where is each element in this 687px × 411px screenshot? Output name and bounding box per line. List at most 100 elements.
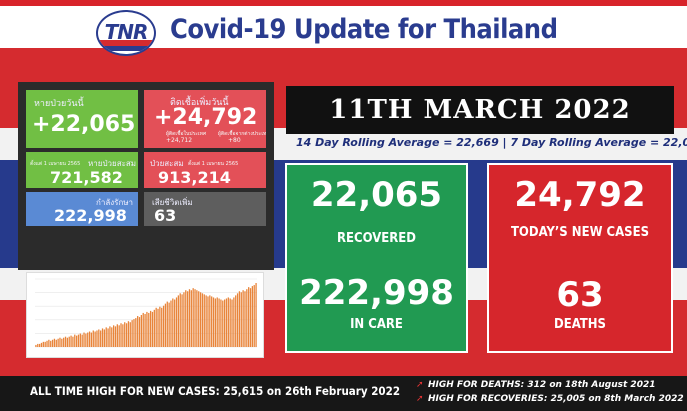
chart-bar: [194, 289, 196, 347]
chart-bar: [138, 317, 141, 347]
chart-bar: [235, 295, 237, 347]
chart-bar: [112, 325, 115, 347]
chart-bar: [185, 290, 187, 347]
chart-bar: [129, 322, 131, 347]
tile-value: 222,998: [54, 206, 127, 225]
new-cases-card: 24,792 TODAY’S NEW CASES 63 DEATHS: [487, 163, 673, 353]
chart-bar: [70, 335, 72, 347]
chart-bar: [198, 291, 200, 347]
chart-bar: [216, 297, 218, 347]
chart-bar: [255, 283, 257, 347]
chart-bar: [90, 332, 93, 347]
chart-bar: [144, 313, 146, 347]
chart-bar: [101, 328, 104, 347]
deaths-value: 63: [556, 275, 604, 315]
chart-bar: [238, 291, 241, 347]
chart-bar: [196, 290, 198, 347]
chart-bar: [203, 294, 205, 347]
chart-bar: [57, 338, 59, 347]
chart-bar: [116, 324, 118, 347]
chart-bar: [209, 295, 211, 347]
chart-bar: [253, 285, 255, 347]
tile-small-text: ตั้งแต่ 1 เมษายน 2565: [30, 161, 81, 167]
chart-bar: [190, 290, 192, 347]
tile-in-care: กำลังรักษา 222,998: [26, 192, 138, 226]
tile-value: 721,582: [50, 168, 123, 187]
chart-bar: [68, 336, 70, 347]
chart-bar: [186, 291, 189, 347]
new-cases-value: 24,792: [514, 175, 646, 215]
tile-value: +24,792: [154, 105, 258, 130]
chart-bar: [248, 287, 250, 347]
chart-bar: [225, 298, 228, 347]
deaths-high-text: HIGH FOR DEATHS: 312 on 18th August 2021: [428, 380, 656, 390]
chart-bar: [177, 295, 180, 347]
chart-bar: [55, 339, 57, 347]
chart-bar: [229, 298, 231, 347]
chart-bar: [133, 319, 135, 347]
chart-bar: [223, 299, 226, 347]
chart-bar: [140, 315, 143, 347]
arrow-icon: ➚: [416, 394, 424, 404]
chart-bar: [46, 340, 48, 347]
tile-sub-value: +80: [228, 137, 241, 144]
chart-bar: [100, 330, 102, 347]
chart-bar: [88, 331, 91, 347]
chart-bar: [170, 300, 172, 347]
chart-bar: [233, 297, 235, 347]
chart-bar: [87, 332, 89, 347]
chart-bar: [35, 344, 37, 347]
chart-bar: [44, 341, 46, 347]
tile-new-cases-today: ติดเชื้อเพิ่มวันนี้ +24,792 ผู้ติดเชื้อใ…: [144, 90, 266, 148]
chart-bar: [164, 303, 167, 347]
tile-value: 913,214: [158, 168, 231, 187]
chart-bar: [66, 337, 69, 347]
chart-bar: [131, 320, 133, 347]
chart-bar: [40, 342, 43, 347]
chart-bar: [118, 325, 120, 347]
chart-bar: [98, 329, 100, 347]
cases-chart-svg: [35, 278, 257, 348]
tile-sub-value: +24,712: [166, 137, 193, 144]
chart-bar: [220, 299, 222, 347]
chart-bar: [75, 335, 78, 347]
chart-bar: [53, 338, 56, 347]
chart-bar: [251, 286, 254, 347]
chart-bar: [137, 316, 139, 347]
deaths-label: DEATHS: [554, 317, 606, 332]
rolling-average: 14 Day Rolling Average = 22,669 | 7 Day …: [296, 136, 687, 149]
chart-bar: [120, 323, 122, 347]
chart-bar: [153, 309, 155, 347]
chart-bar: [218, 298, 220, 347]
tile-total-recovered: ตั้งแต่ 1 เมษายน 2565 หายป่วยสะสม 721,58…: [26, 152, 138, 188]
chart-bar: [166, 301, 168, 347]
chart-bar: [77, 334, 80, 347]
cases-chart: [26, 272, 264, 358]
chart-bar: [38, 343, 41, 347]
flag-stripe-red-edge: [0, 0, 687, 6]
chart-bar: [79, 333, 81, 347]
chart-bar: [51, 339, 54, 347]
in-care-label: IN CARE: [350, 317, 403, 332]
chart-bar: [81, 334, 83, 347]
chart-bar: [227, 297, 229, 347]
chart-bar: [175, 297, 178, 347]
date-banner: 11TH MARCH 2022: [286, 86, 674, 134]
chart-bar: [72, 336, 74, 347]
chart-bar: [174, 299, 176, 347]
tile-label: เสียชีวิตเพิ่ม: [152, 198, 193, 207]
chart-bar: [109, 326, 111, 347]
chart-bar: [59, 337, 61, 347]
recovered-label: RECOVERED: [337, 231, 416, 246]
chart-bar: [61, 338, 63, 347]
chart-bar: [183, 292, 185, 347]
chart-bar: [188, 289, 191, 347]
recovered-value: 22,065: [310, 175, 443, 215]
tile-label: กำลังรักษา: [96, 198, 134, 207]
chart-bar: [124, 322, 126, 347]
chart-bar: [249, 288, 252, 347]
arrow-icon: ➚: [416, 380, 424, 390]
chart-bar: [74, 334, 76, 347]
footer-bar: [0, 376, 687, 411]
in-care-value: 222,998: [299, 273, 454, 313]
